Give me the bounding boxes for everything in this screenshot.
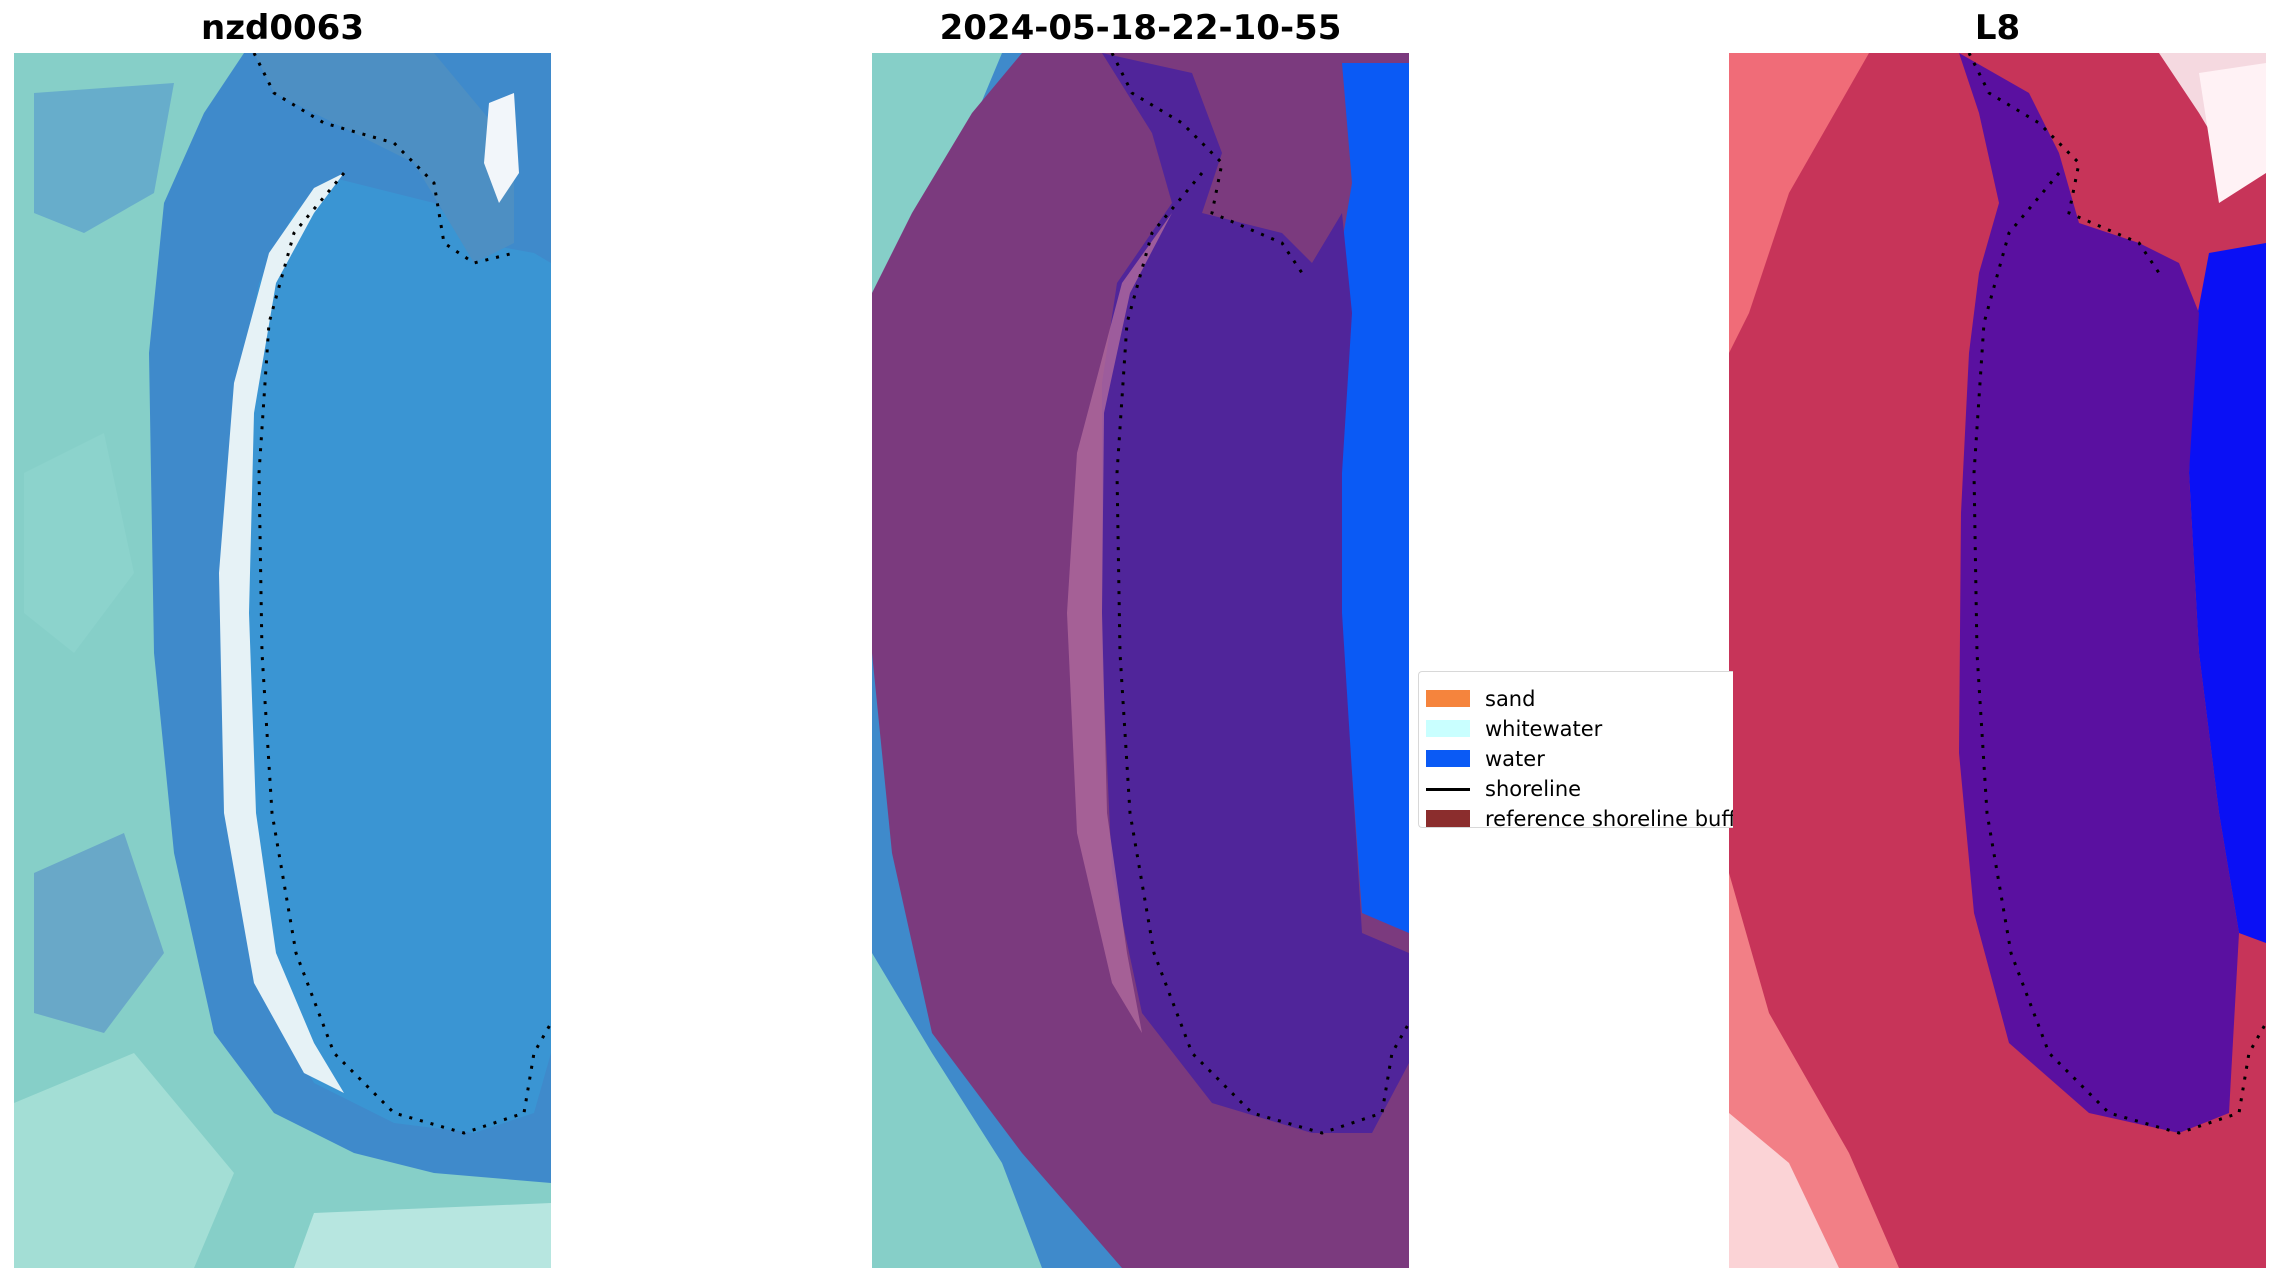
classified-image (872, 53, 1409, 1268)
panel-title-rgb: nzd0063 (201, 8, 364, 48)
whitewater-swatch (1426, 720, 1470, 737)
reference-buffer-swatch (1426, 810, 1470, 827)
legend-label-whitewater: whitewater (1485, 717, 1603, 741)
legend-label-shoreline: shoreline (1485, 777, 1582, 801)
rgb-image-panel (14, 53, 551, 1268)
index-image-panel (1729, 53, 2266, 1268)
water-swatch (1426, 750, 1470, 767)
panel-title-index: L8 (1974, 8, 2021, 48)
panel-title-classified: 2024-05-18-22-10-55 (939, 8, 1342, 48)
rgb-image (14, 53, 551, 1268)
classified-image-panel (872, 53, 1409, 1268)
sand-swatch (1426, 690, 1470, 707)
index-image (1729, 53, 2266, 1268)
legend: sand whitewater water shoreline referenc… (1418, 671, 1733, 828)
legend-label-water: water (1485, 747, 1545, 771)
legend-label-sand: sand (1485, 687, 1536, 711)
shoreline-line-swatch (1426, 788, 1470, 791)
legend-label-reference-buffer: reference shoreline buff (1485, 807, 1733, 828)
